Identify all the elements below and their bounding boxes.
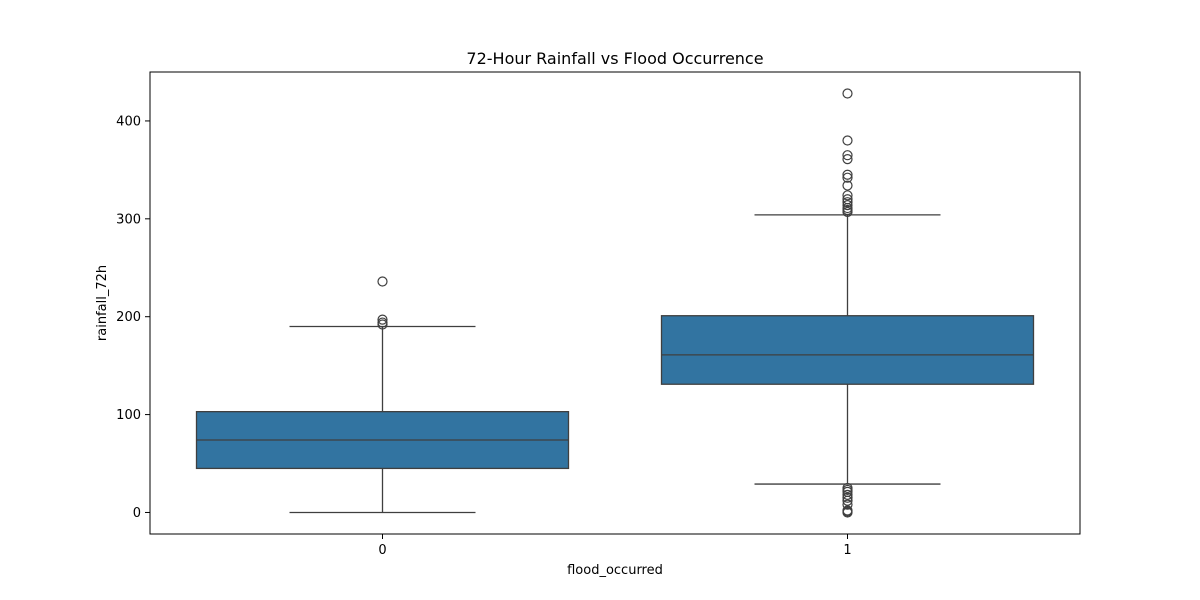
outlier-point: [842, 492, 853, 503]
outlier-point: [842, 200, 853, 211]
plot-area-frame: [149, 71, 1081, 535]
box-group-1: [660, 88, 1035, 518]
y-tick-label: 0: [133, 506, 141, 521]
outlier-point: [377, 317, 388, 328]
x-tick-label: 1: [843, 543, 851, 558]
x-axis-label: flood_occurred: [567, 563, 663, 578]
outlier-point: [842, 180, 853, 191]
iqr-box: [660, 315, 1035, 385]
x-tick-label: 0: [378, 543, 386, 558]
box-group-0: [195, 276, 570, 514]
outlier-point: [842, 190, 853, 201]
y-tick-label: 400: [116, 114, 141, 129]
boxes-layer: [195, 88, 1035, 518]
chart-title: 72-Hour Rainfall vs Flood Occurrence: [466, 49, 763, 68]
outlier-point: [377, 276, 388, 287]
outlier-point: [842, 489, 853, 500]
outlier-point: [842, 154, 853, 165]
y-tick-label: 100: [116, 408, 141, 423]
outlier-point: [842, 499, 853, 510]
outlier-point: [842, 88, 853, 99]
outlier-point: [842, 505, 853, 516]
outlier-point: [842, 197, 853, 208]
y-axis-label: rainfall_72h: [95, 265, 110, 341]
outlier-point: [842, 135, 853, 146]
outlier-point: [842, 172, 853, 183]
y-axis: 0 100 200 300 400: [116, 114, 150, 521]
y-tick-label: 200: [116, 310, 141, 325]
y-tick-label: 300: [116, 212, 141, 227]
outlier-point: [842, 482, 853, 494]
outlier-point: [842, 194, 853, 205]
outlier-point: [842, 150, 853, 161]
outlier-point: [377, 314, 388, 325]
outlier-point: [842, 169, 853, 180]
